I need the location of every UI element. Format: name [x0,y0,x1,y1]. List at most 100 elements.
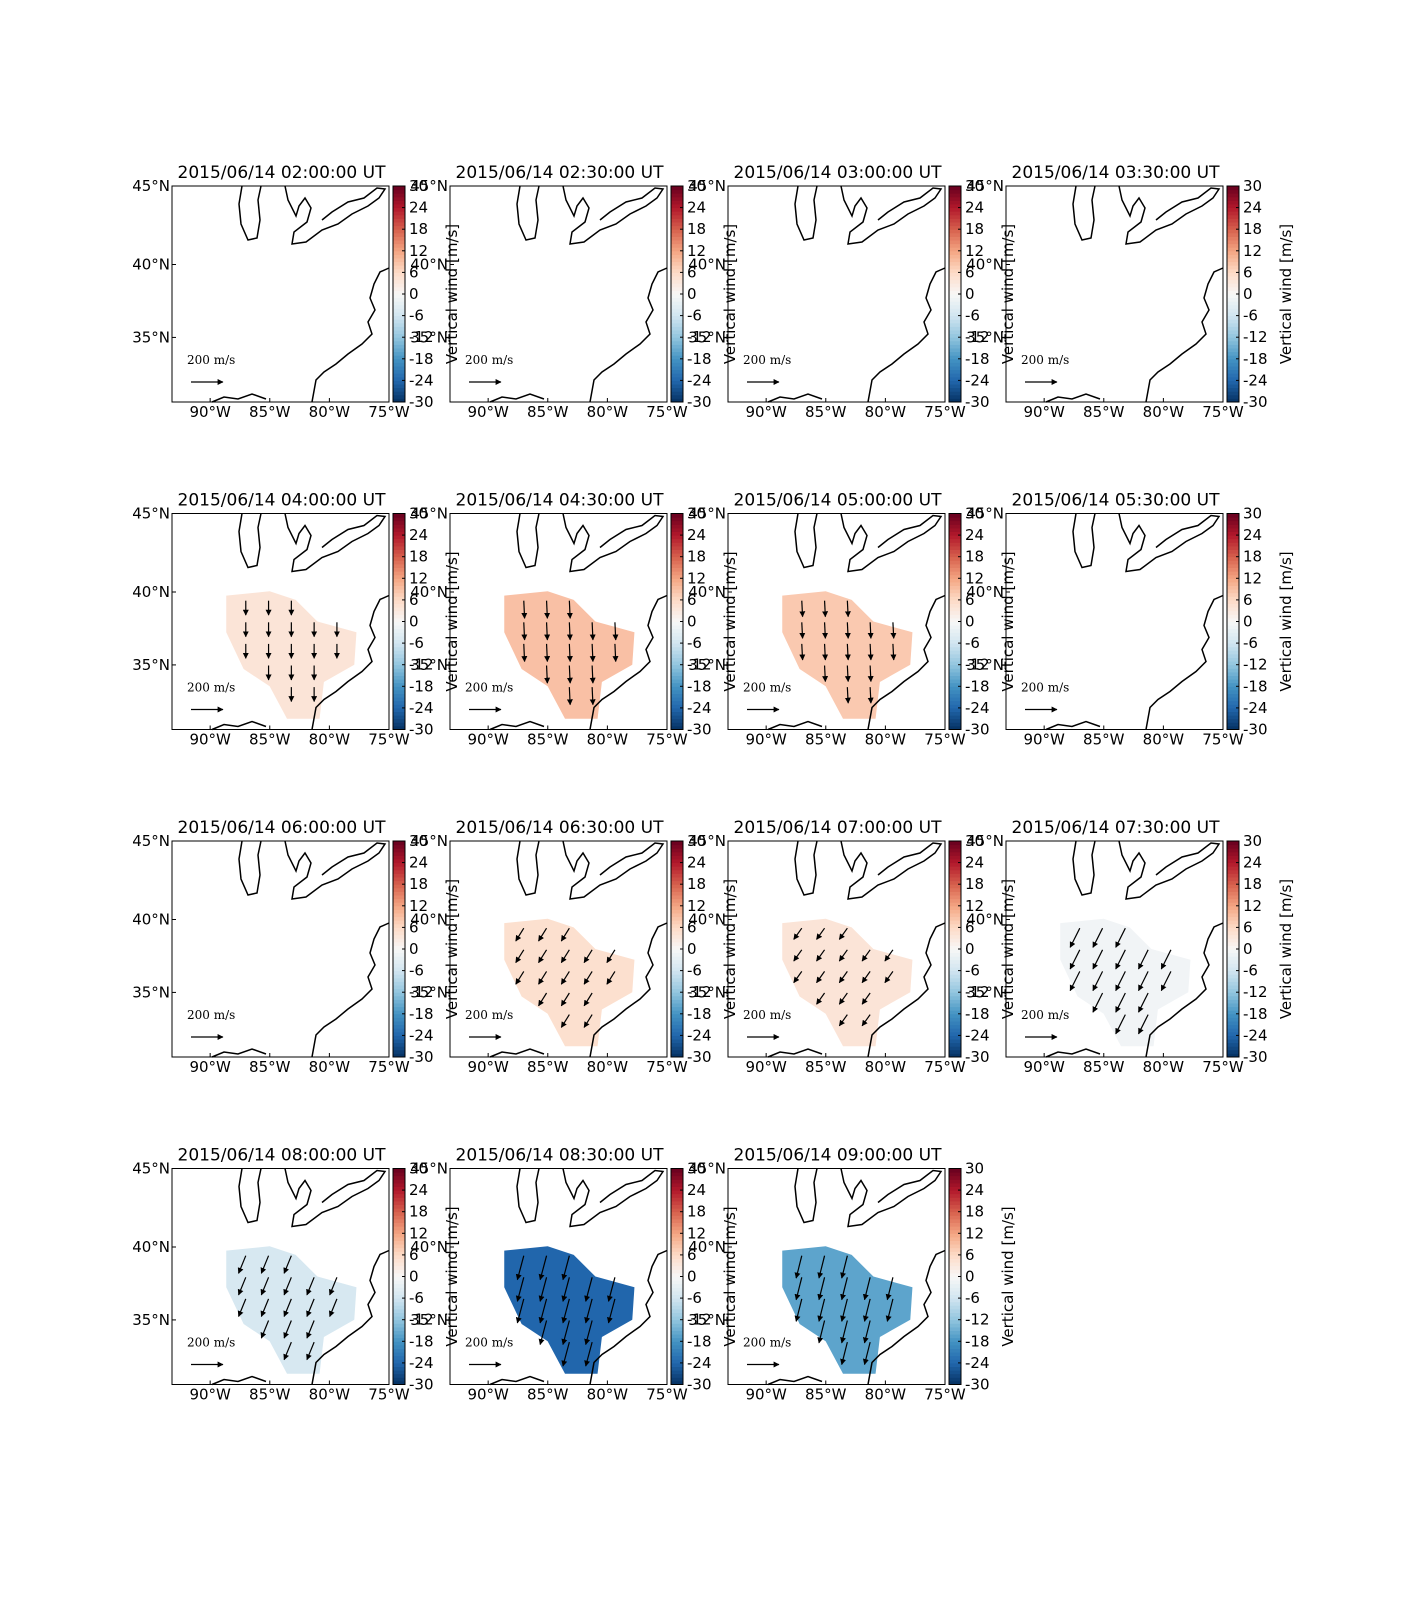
colorbar-segment [393,387,405,392]
colorbar-tick-label: -12 [687,983,712,1001]
colorbar-label: Vertical wind [m/s] [721,224,739,364]
wind-arrow [838,1014,848,1027]
colorbar-segment [1227,387,1239,392]
colorbar-segment [949,1179,961,1184]
x-tick-label: 85°W [805,1386,847,1404]
colorbar-segment [393,517,405,522]
colorbar-segment [393,240,405,245]
colorbar-segment [671,635,683,640]
colorbar-segment [671,646,683,651]
colorbar-segment [671,974,683,979]
colorbar-segment [393,549,405,554]
colorbar-segment [393,567,405,572]
colorbar-segment [393,974,405,979]
y-tick-label: 35°N [410,328,448,346]
colorbar-segment [671,945,683,950]
reference-label: 200 m/s [187,681,235,695]
colorbar-segment [1227,571,1239,576]
colorbar-segment [393,632,405,637]
colorbar-segment [393,1215,405,1220]
y-tick-label: 35°N [688,328,726,346]
wind-arrow [890,643,897,661]
colorbar-tick-label: 6 [1243,918,1253,936]
colorbar-segment [949,279,961,284]
x-tick-label: 85°W [249,403,291,421]
colorbar-segment [1227,1049,1239,1054]
colorbar-segment [671,592,683,597]
colorbar-segment [671,545,683,550]
colorbar-segment [671,200,683,205]
colorbar-segment [393,1233,405,1238]
wind-arrow [867,643,874,661]
colorbar-segment [671,1175,683,1180]
colorbar-segment [949,607,961,612]
wind-arrow [538,1277,548,1302]
colorbar-segment [1227,1006,1239,1011]
colorbar-segment [949,1319,961,1324]
colorbar-segment [671,1006,683,1011]
x-tick-label: 85°W [805,731,847,749]
wind-arrow [544,600,551,619]
colorbar-segment [393,1294,405,1299]
colorbar-segment [949,312,961,317]
colorbar-segment [671,1028,683,1033]
colorbar-segment [949,974,961,979]
x-tick-label: 90°W [189,731,231,749]
colorbar-tick-label: -12 [965,1311,990,1329]
colorbar-segment [949,250,961,255]
wind-arrow [861,1014,871,1027]
map-panel: 2015/06/14 07:00:00 UT 90°W 85°W 80°W 75°W 35… [688,818,1017,1076]
wind-arrow [583,971,593,985]
colorbar-segment [671,326,683,331]
y-tick-label: 40°N [966,583,1004,601]
x-tick-label: 85°W [249,1386,291,1404]
colorbar-segment [949,358,961,363]
y-tick-label: 35°N [410,983,448,1001]
colorbar-segment [393,646,405,651]
colorbar-segment [949,722,961,727]
colorbar-segment [393,689,405,694]
colorbar-segment [949,1244,961,1249]
colorbar-segment [393,366,405,371]
colorbar-tick-label: 0 [965,285,975,303]
colorbar-tick-label: -18 [1243,677,1268,695]
colorbar-segment [949,859,961,864]
colorbar-segment [671,542,683,547]
colorbar-segment [949,1355,961,1360]
colorbar-segment [949,340,961,345]
colorbar-tick-label: 6 [965,591,975,609]
colorbar-segment [393,297,405,302]
colorbar-segment [949,999,961,1004]
wind-arrow [840,1320,848,1344]
colorbar-segment [949,848,961,853]
colorbar-segment [671,689,683,694]
colorbar-segment [393,527,405,532]
reference-label: 200 m/s [465,353,513,367]
colorbar-segment [1227,247,1239,252]
colorbar-segment [949,704,961,709]
colorbar-segment [671,524,683,529]
reference-label: 200 m/s [1021,353,1069,367]
x-tick-label: 75°W [924,1058,966,1076]
colorbar-segment [393,999,405,1004]
x-tick-label: 75°W [368,1386,410,1404]
x-tick-label: 80°W [309,731,351,749]
colorbar-segment [949,1298,961,1303]
colorbar-segment [393,1337,405,1342]
colorbar-segment [671,967,683,972]
colorbar-segment [949,258,961,263]
colorbar-segment [671,661,683,666]
panel-title: 2015/06/14 05:00:00 UT [734,491,943,511]
colorbar-segment [671,1049,683,1054]
colorbar-segment [949,959,961,964]
colorbar-segment [949,689,961,694]
colorbar-tick-label: -6 [687,307,702,325]
colorbar-segment [671,1244,683,1249]
colorbar-segment [393,243,405,248]
colorbar-segment [1227,276,1239,281]
colorbar-segment [393,258,405,263]
colorbar-segment [949,1337,961,1342]
colorbar-segment [671,1362,683,1367]
colorbar-segment [671,905,683,910]
colorbar-segment [671,1308,683,1313]
